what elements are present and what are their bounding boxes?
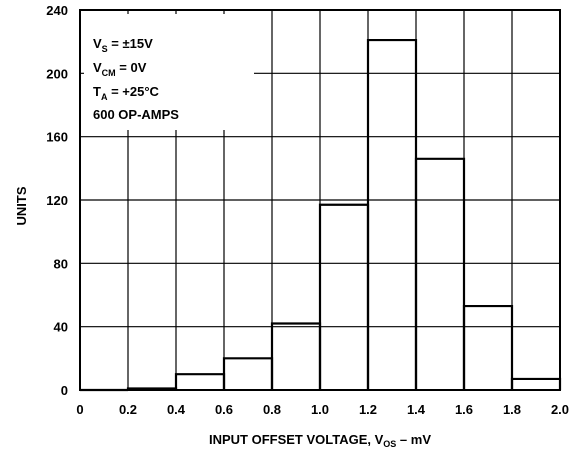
y-tick-labels: 0 40 80 120 160 200 240 <box>46 3 68 398</box>
x-tick-label: 2.0 <box>551 402 569 417</box>
legend-ambient-temperature: TA = +25°C <box>93 84 160 102</box>
y-tick-label: 200 <box>46 66 68 81</box>
histogram-bar <box>318 203 370 390</box>
x-tick-label: 1.6 <box>455 402 473 417</box>
x-tick-label: 0.4 <box>167 402 186 417</box>
x-tick-label: 1.2 <box>359 402 377 417</box>
y-tick-label: 160 <box>46 130 68 145</box>
legend-supply-voltage: VS = ±15V <box>93 36 153 54</box>
histogram-bar <box>510 377 562 390</box>
x-tick-label: 1.0 <box>311 402 329 417</box>
plot-frame <box>79 9 561 391</box>
histogram-bar <box>222 357 274 390</box>
histogram-bar <box>174 373 226 390</box>
y-tick-label: 40 <box>54 320 68 335</box>
y-tick-label: 80 <box>54 256 68 271</box>
legend-sample-size: 600 OP-AMPS <box>93 107 179 122</box>
histogram-bar <box>414 157 466 390</box>
x-axis-title: INPUT OFFSET VOLTAGE, VOS – mV <box>209 432 431 449</box>
bars-layer <box>80 38 562 392</box>
y-tick-label: 240 <box>46 3 68 18</box>
y-axis-title: UNITS <box>14 186 29 225</box>
y-tick-label: 120 <box>46 193 68 208</box>
y-tick-label: 0 <box>61 383 68 398</box>
x-tick-label: 0.2 <box>119 402 137 417</box>
x-tick-labels: 0 0.2 0.4 0.6 0.8 1.0 1.2 1.4 1.6 1.8 2.0 <box>76 402 569 417</box>
x-tick-label: 0 <box>76 402 83 417</box>
histogram-bar <box>462 304 514 390</box>
x-tick-label: 0.6 <box>215 402 233 417</box>
x-tick-label: 1.8 <box>503 402 521 417</box>
histogram-bar <box>366 38 418 390</box>
x-tick-label: 1.4 <box>407 402 426 417</box>
x-tick-label: 0.8 <box>263 402 281 417</box>
histogram-bar <box>270 322 322 390</box>
legend-common-mode-voltage: VCM = 0V <box>93 60 147 78</box>
conditions-legend: VS = ±15V VCM = 0V TA = +25°C 600 OP-AMP… <box>84 14 254 130</box>
